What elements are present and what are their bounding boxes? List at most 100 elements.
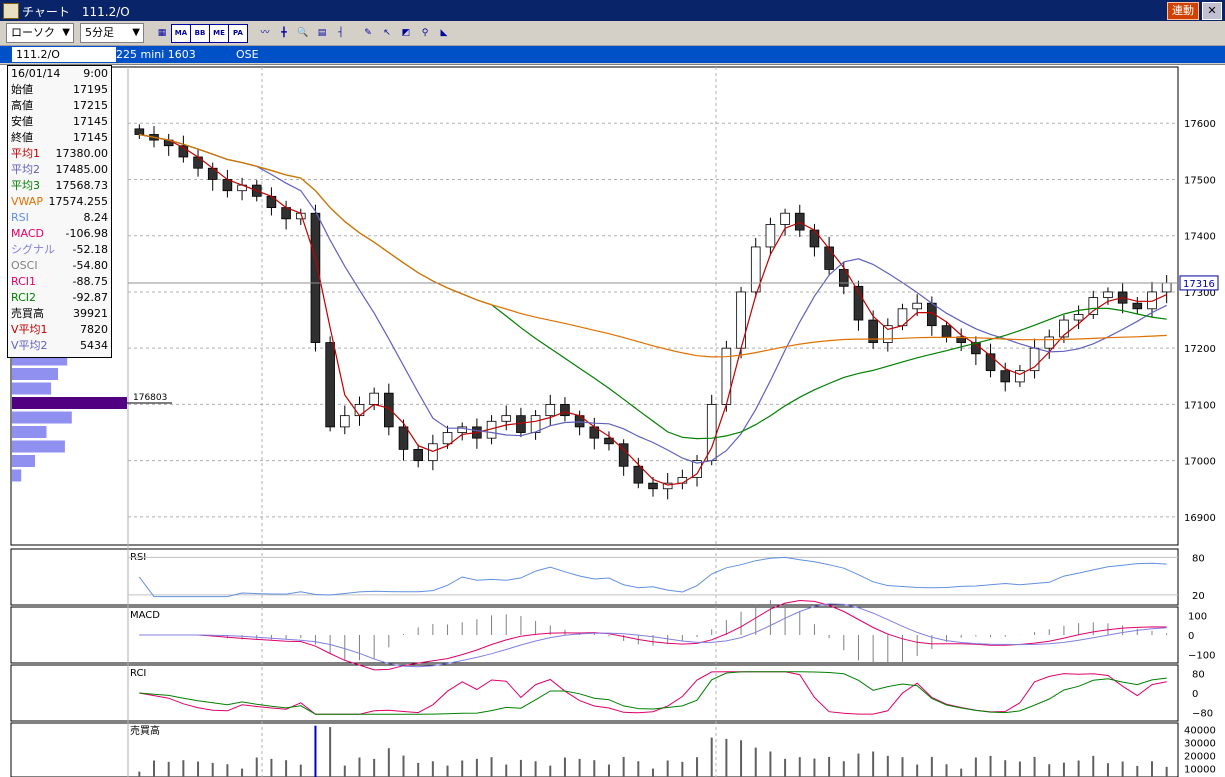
symbol-code[interactable]: 111.2/O xyxy=(12,47,116,62)
info-key: V平均1 xyxy=(11,323,48,336)
info-key: 売買高 xyxy=(11,307,44,320)
price-tick-label: 17500 xyxy=(1184,175,1216,186)
candle xyxy=(398,426,409,450)
rsi-panel-frame xyxy=(10,548,1179,606)
rci-tick-label: 0 xyxy=(1192,689,1198,700)
info-value: 17568.73 xyxy=(55,179,109,192)
candle xyxy=(662,482,673,490)
info-row: OSCI -54.80 xyxy=(8,258,111,274)
candle xyxy=(780,212,790,225)
line-icon[interactable]: 〰 xyxy=(260,28,270,38)
info-row: 平均2 17485.00 xyxy=(8,162,111,178)
info-row: シグナル -52.18 xyxy=(8,242,111,258)
pencil-icon[interactable]: ✎ xyxy=(364,28,372,38)
volume-profile-bar xyxy=(12,440,65,453)
close-icon[interactable]: ✕ xyxy=(1202,2,1222,20)
volume-profile-bar xyxy=(12,455,35,467)
info-value: 17145 xyxy=(73,115,108,128)
candle xyxy=(692,460,702,478)
candle xyxy=(325,342,335,428)
candle xyxy=(809,229,820,248)
volume-profile-max-label: 176803 xyxy=(133,393,167,403)
zoom-icon[interactable]: 🔍 xyxy=(297,28,309,38)
eraser-icon[interactable]: ◩ xyxy=(401,28,411,38)
search-icon[interactable]: ⚲ xyxy=(421,28,429,38)
macd-tick-label: −100 xyxy=(1188,651,1215,662)
ma-button[interactable]: MA xyxy=(171,24,191,43)
candle xyxy=(134,128,145,135)
info-key: 平均2 xyxy=(11,163,40,176)
candle xyxy=(883,325,893,343)
bars-icon[interactable]: ┤ xyxy=(338,28,344,38)
interval-dropdown[interactable]: 5分足 ▼ xyxy=(80,23,144,43)
bar-chart-icon[interactable]: ▦ xyxy=(157,28,167,38)
info-row: RCI2 -92.87 xyxy=(8,290,111,306)
info-key: RCI1 xyxy=(11,275,37,288)
chart-area[interactable]: 16/01/14 9:00 始値 17195 高値 17215 安値 17145 終値 17145… xyxy=(0,64,1225,777)
info-row: 高値 17215 xyxy=(8,98,111,114)
info-key: 平均3 xyxy=(11,179,40,192)
macd-tick-label: 0 xyxy=(1188,631,1194,642)
volume-profile-bar xyxy=(12,469,22,482)
info-value: -92.87 xyxy=(72,291,108,304)
volume-tick-label: 20000 xyxy=(1184,751,1216,762)
info-key: MACD xyxy=(11,227,44,240)
candle xyxy=(1059,319,1069,338)
info-row: RCI1 -88.75 xyxy=(8,274,111,290)
candle xyxy=(530,415,541,433)
rci2-line xyxy=(139,671,1167,715)
candle xyxy=(428,443,438,462)
chart-svg[interactable]: 17600 17500 17400 17300 17200 17100 17000 16900… xyxy=(0,65,1225,777)
info-key: 安値 xyxy=(11,115,33,128)
ohlc-info-box: 16/01/14 9:00 始値 17195 高値 17215 安値 17145 終値 17145… xyxy=(7,65,112,358)
candle xyxy=(560,404,570,417)
info-value: 17215 xyxy=(73,99,108,112)
bb-button[interactable]: BB xyxy=(190,24,210,43)
info-row: 売買高 39921 xyxy=(8,306,111,322)
info-row: RSI 8.24 xyxy=(8,210,111,226)
candle xyxy=(1000,370,1011,383)
candle xyxy=(633,465,644,484)
last-price-tag xyxy=(1179,275,1219,291)
info-row: 平均3 17568.73 xyxy=(8,178,111,194)
chevron-down-icon: ▼ xyxy=(132,27,140,38)
cursor-icon[interactable]: ↖ xyxy=(383,28,391,38)
candle xyxy=(677,477,688,484)
candle xyxy=(384,392,394,428)
link-button[interactable]: 連動 xyxy=(1167,2,1199,20)
price-tick-label: 17000 xyxy=(1184,457,1216,468)
price-tick-label: 17400 xyxy=(1184,232,1216,243)
chart-type-dropdown[interactable]: ローソク ▼ xyxy=(6,23,74,43)
crosshair-icon[interactable]: ╋ xyxy=(281,28,287,38)
candle xyxy=(985,353,996,372)
candle xyxy=(339,415,350,428)
price-tick-label: 17600 xyxy=(1184,119,1216,130)
info-key: VWAP xyxy=(11,195,43,208)
candle xyxy=(648,482,658,490)
info-value: 17145 xyxy=(73,131,108,144)
rsi-tick-label: 20 xyxy=(1192,591,1205,602)
pa-button[interactable]: PA xyxy=(228,24,248,43)
candle xyxy=(501,415,512,422)
grid-icon[interactable]: ▤ xyxy=(317,28,327,38)
rci-tick-label: 80 xyxy=(1192,669,1205,680)
volume-profile-bar xyxy=(12,382,52,395)
candle xyxy=(853,285,864,321)
info-key: V平均2 xyxy=(11,339,48,352)
candle xyxy=(912,302,922,310)
info-key: RSI xyxy=(11,211,29,224)
candle xyxy=(413,448,423,462)
info-row: 始値 17195 xyxy=(8,82,111,98)
fib-icon[interactable]: ◣ xyxy=(440,28,448,38)
volume-tick-label: 10000 xyxy=(1184,764,1216,775)
info-key: OSCI xyxy=(11,259,38,272)
price-tick-label: 17200 xyxy=(1184,344,1216,355)
info-key: 16/01/14 xyxy=(11,67,61,80)
interval-value: 5分足 xyxy=(85,26,114,39)
info-row: MACD -106.98 xyxy=(8,226,111,242)
info-key: RCI2 xyxy=(11,291,37,304)
mae-button[interactable]: ME xyxy=(209,24,229,43)
volume-profile-max-bar xyxy=(12,397,127,409)
info-value: 5434 xyxy=(80,339,108,352)
symbol-name: 225 mini 1603 xyxy=(116,48,196,61)
